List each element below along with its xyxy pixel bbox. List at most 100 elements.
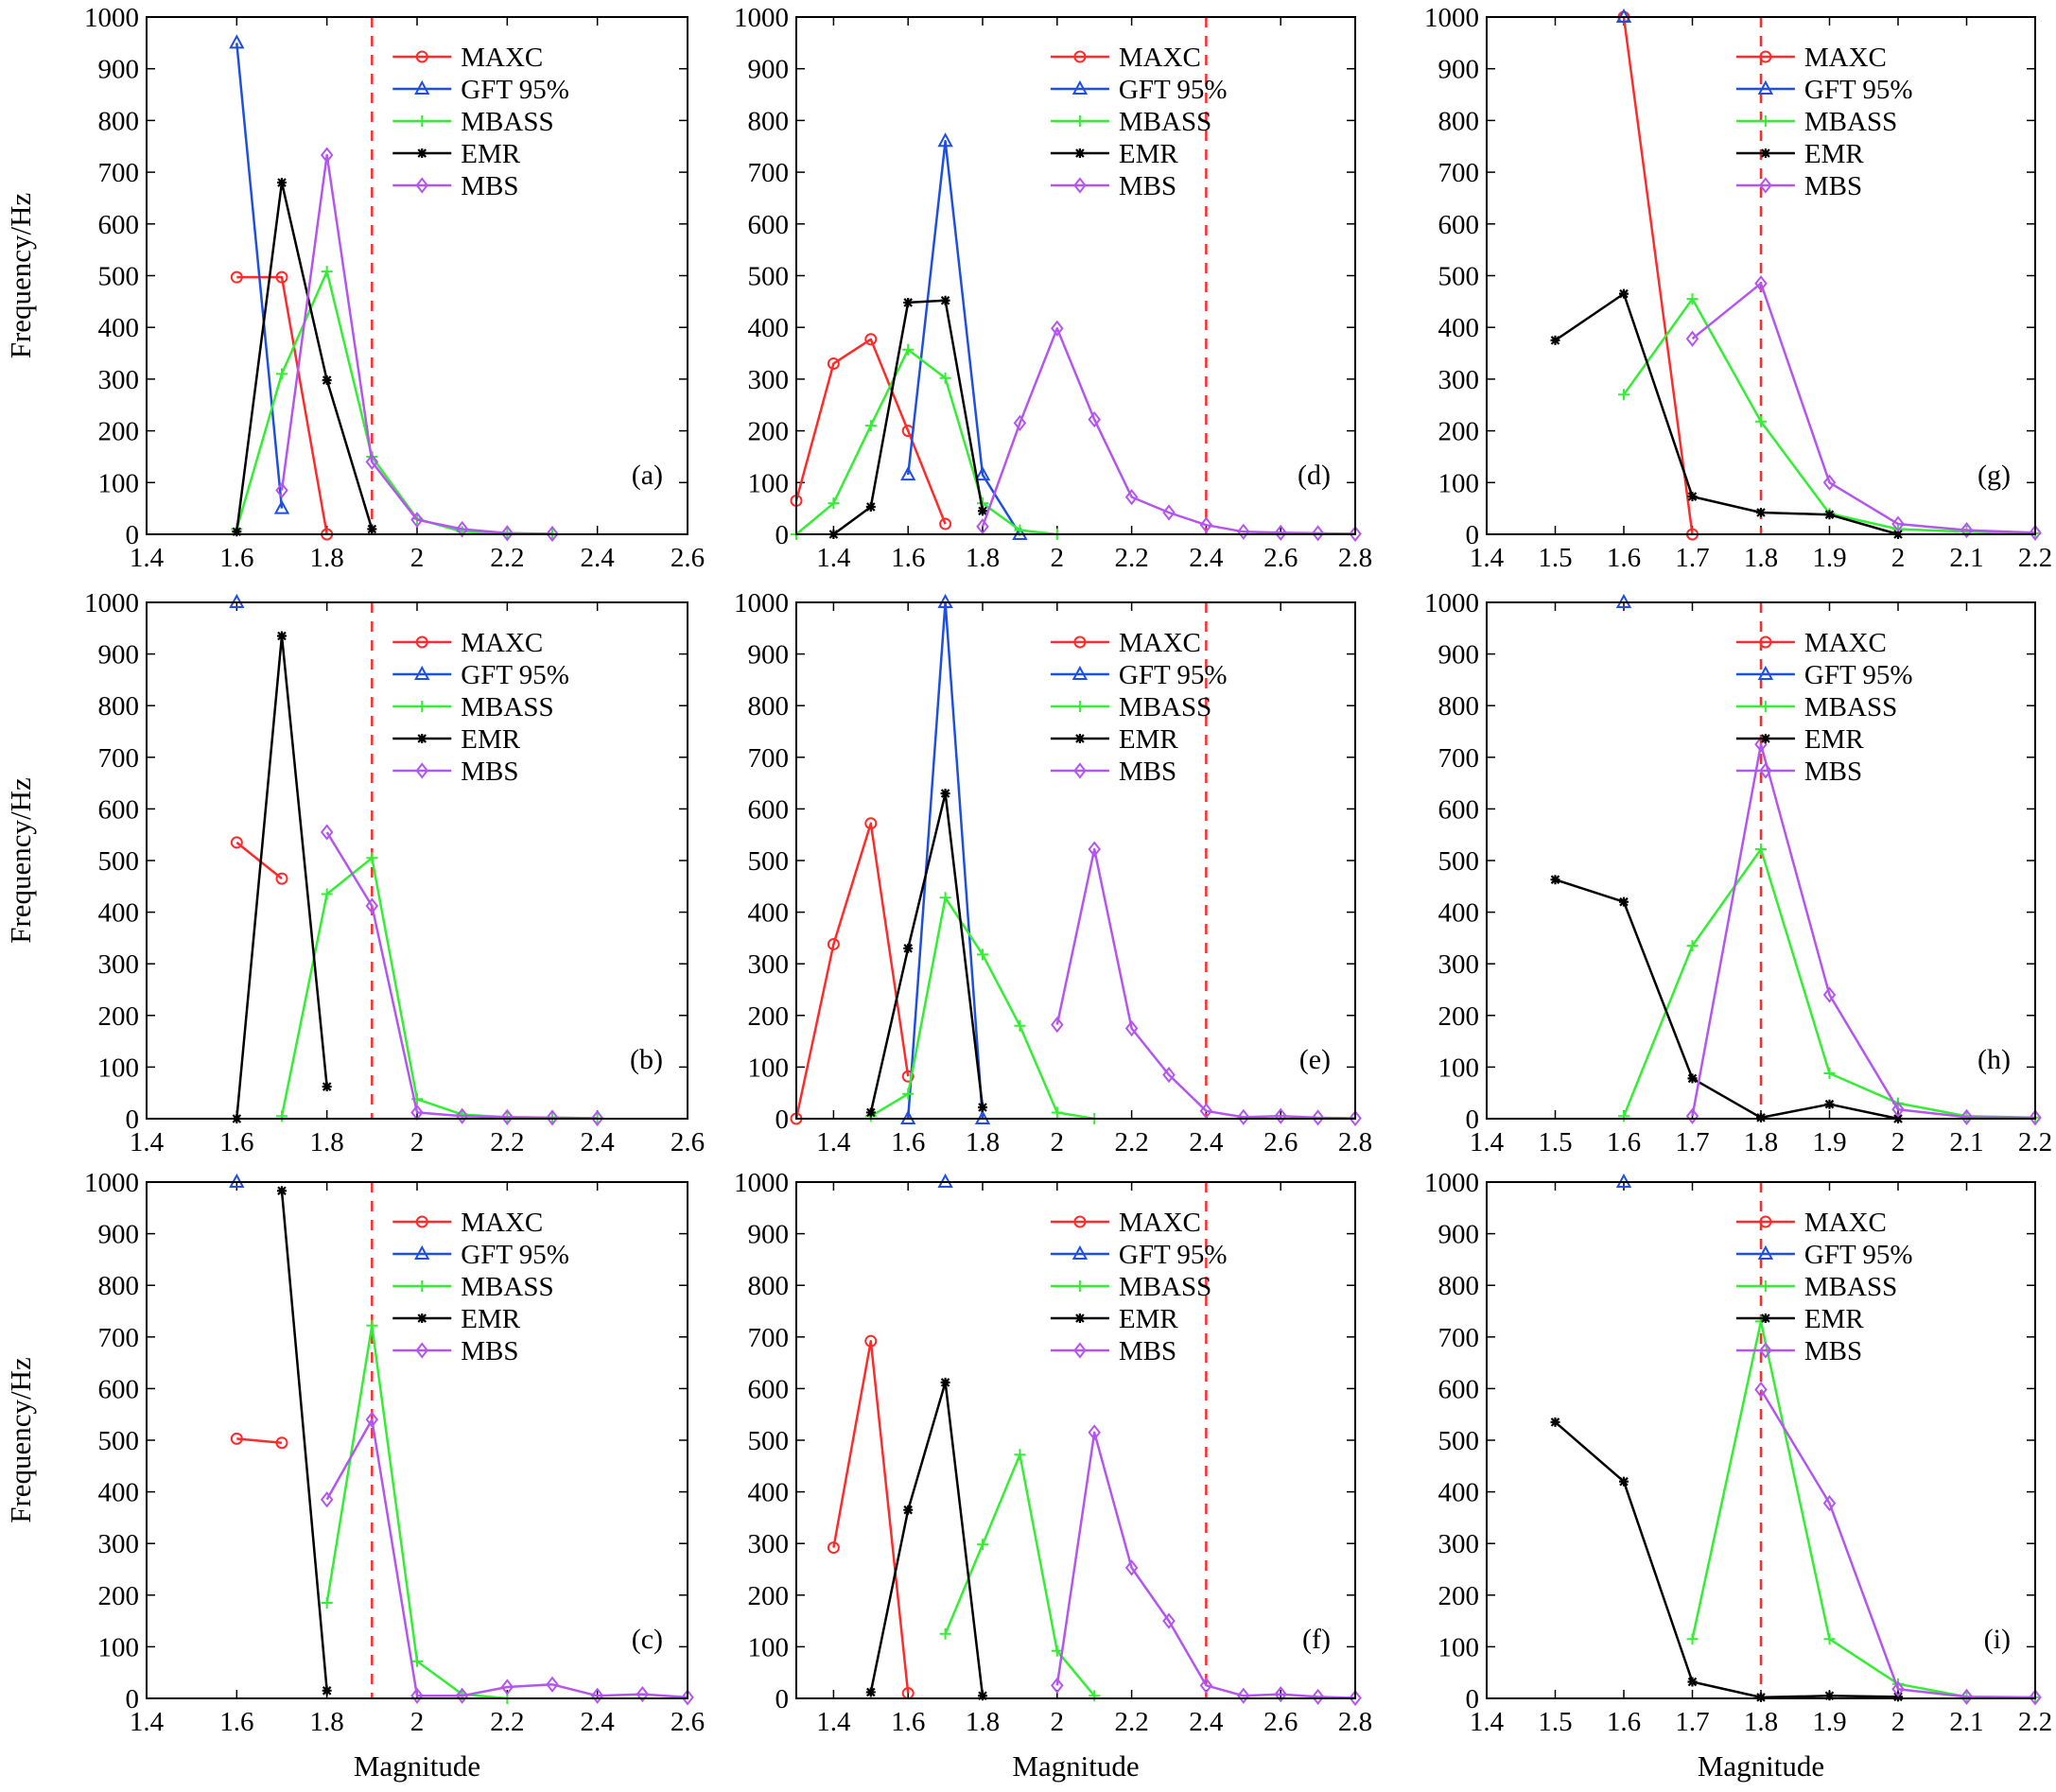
y-tick-label: 500 xyxy=(1438,846,1480,877)
x-tick-label: 2 xyxy=(1891,543,1906,573)
marker-diamond xyxy=(1051,1017,1064,1034)
marker-diamond xyxy=(590,1687,604,1704)
legend-label: MBASS xyxy=(1119,692,1211,722)
marker-diamond xyxy=(1162,504,1176,521)
marker-diamond xyxy=(410,512,424,529)
series-mbass xyxy=(1618,293,2041,539)
marker-diamond xyxy=(320,1491,334,1508)
x-tick-label: 2.2 xyxy=(1114,1127,1148,1157)
marker-diamond xyxy=(1311,525,1325,542)
marker-plus xyxy=(1073,115,1086,127)
marker-diamond xyxy=(1685,1107,1699,1124)
legend-label: MAXC xyxy=(1119,628,1201,658)
y-tick-label: 500 xyxy=(748,846,790,877)
marker-diamond xyxy=(1237,1687,1250,1704)
x-tick-label: 1.4 xyxy=(1470,1127,1505,1157)
marker-star xyxy=(277,631,287,641)
x-tick-label: 2.1 xyxy=(1949,1707,1983,1737)
y-tick-label: 400 xyxy=(1438,1478,1480,1508)
marker-diamond xyxy=(1124,1019,1139,1037)
x-tick-label: 2.1 xyxy=(1949,1127,1983,1157)
marker-diamond xyxy=(415,762,429,779)
x-tick-label: 2.6 xyxy=(1263,1707,1298,1737)
y-tick-label: 0 xyxy=(775,1684,790,1714)
x-tick-label: 2 xyxy=(410,543,425,573)
plot-frame xyxy=(795,1181,1356,1699)
y-tick-label: 300 xyxy=(98,949,140,980)
marker-diamond xyxy=(415,177,429,194)
marker-diamond xyxy=(636,1686,650,1703)
series-line xyxy=(325,1418,688,1699)
marker-star xyxy=(417,148,427,158)
x-tick-label: 2.6 xyxy=(1263,543,1298,573)
y-tick-label: 800 xyxy=(1438,106,1480,136)
y-axis-title: Frequency/Hz xyxy=(4,193,37,359)
marker-plus xyxy=(1686,1633,1699,1645)
marker-diamond xyxy=(1237,523,1250,540)
series-mbs xyxy=(320,1411,694,1706)
legend-label: GFT 95% xyxy=(461,1240,569,1270)
marker-triangle xyxy=(1757,79,1774,95)
chart-panel-e: 0 100 200 300 400 500 600 700 800 900 1000 1.4 1.6 1.… xyxy=(734,588,1372,1157)
legend-label: MAXC xyxy=(461,43,543,73)
series-mbass xyxy=(321,1319,514,1704)
y-tick-label: 600 xyxy=(748,1374,790,1404)
marker-star xyxy=(978,1102,987,1112)
y-tick-label: 1000 xyxy=(734,3,789,33)
series-line xyxy=(1555,879,1899,1121)
y-tick-label: 0 xyxy=(126,1684,140,1714)
marker-diamond xyxy=(1311,1109,1325,1126)
x-tick-label: 1.5 xyxy=(1538,543,1572,573)
x-tick-label: 1.4 xyxy=(816,1707,851,1737)
y-tick-label: 200 xyxy=(1438,1001,1480,1032)
marker-star xyxy=(1824,1691,1835,1701)
marker-diamond xyxy=(2029,1109,2042,1126)
marker-star xyxy=(1619,1476,1629,1487)
legend-label: GFT 95% xyxy=(1804,75,1913,105)
y-tick-label: 400 xyxy=(748,1478,790,1508)
y-tick-label: 300 xyxy=(748,365,790,395)
series-mbs xyxy=(1685,736,2042,1126)
marker-star xyxy=(1619,896,1629,907)
x-tick-label: 1.6 xyxy=(891,1127,925,1157)
marker-diamond xyxy=(1685,330,1699,347)
marker-circle xyxy=(827,1541,840,1555)
marker-diamond xyxy=(1073,1342,1087,1359)
marker-circle xyxy=(827,357,840,370)
series-maxc xyxy=(827,1334,915,1700)
marker-diamond xyxy=(1759,762,1772,779)
series-line xyxy=(235,43,284,509)
legend-label: EMR xyxy=(1804,139,1865,169)
y-tick-label: 300 xyxy=(748,1529,790,1559)
x-tick-label: 2.2 xyxy=(2018,1127,2052,1157)
marker-diamond xyxy=(1013,414,1027,432)
marker-diamond xyxy=(500,1679,514,1696)
marker-diamond xyxy=(976,518,989,535)
marker-star xyxy=(1687,1073,1698,1084)
x-tick-label: 2.1 xyxy=(1949,543,1983,573)
marker-diamond xyxy=(1759,1342,1772,1359)
y-tick-label: 500 xyxy=(1438,1426,1480,1456)
y-tick-label: 100 xyxy=(748,1053,790,1083)
y-tick-label: 700 xyxy=(748,158,790,188)
series-mbs xyxy=(976,320,1362,543)
series-mbs xyxy=(1051,841,1362,1127)
chart-panel-i: 0 100 200 300 400 500 600 700 800 900 1000 1.4 1.5 1.… xyxy=(1424,1168,2052,1783)
x-tick-label: 1.5 xyxy=(1538,1127,1572,1157)
legend-label: MAXC xyxy=(1804,628,1887,658)
marker-triangle xyxy=(229,34,245,49)
y-tick-label: 1000 xyxy=(84,1168,139,1198)
plot-frame xyxy=(795,16,1356,535)
y-tick-label: 600 xyxy=(1438,210,1480,240)
marker-star xyxy=(1550,335,1560,345)
legend-label: GFT 95% xyxy=(1119,75,1228,105)
series-emr xyxy=(865,789,987,1118)
marker-diamond xyxy=(1759,177,1772,194)
marker-plus xyxy=(1759,1280,1771,1292)
y-tick-label: 100 xyxy=(1438,1632,1480,1662)
marker-diamond xyxy=(415,1342,429,1359)
panel-label: (c) xyxy=(632,1624,663,1655)
